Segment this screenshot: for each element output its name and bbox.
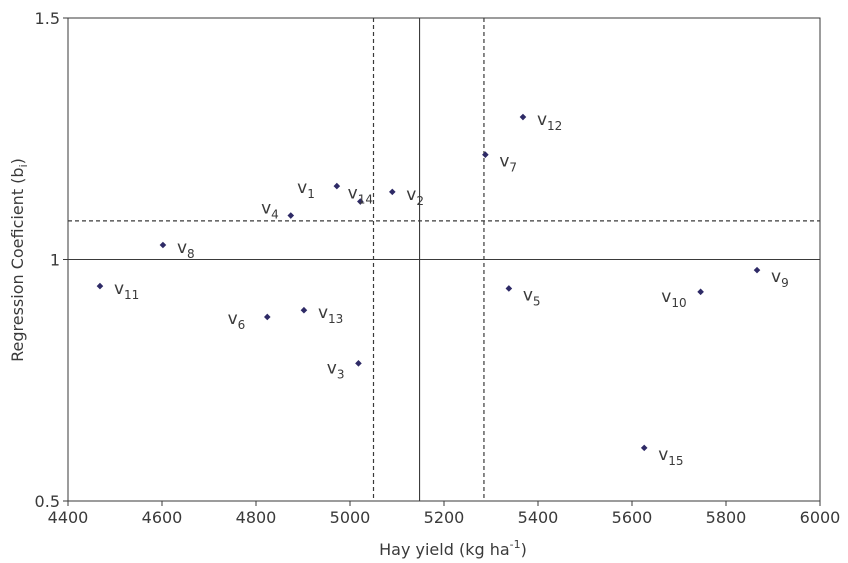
point-label-v9: v9 — [771, 267, 789, 290]
point-label-subscript: 1 — [307, 187, 315, 201]
y-axis-title-close: ) — [8, 158, 27, 164]
point-label-v5: v5 — [523, 285, 541, 308]
point-label-letter: v — [327, 358, 337, 378]
data-point-v4 — [287, 212, 295, 219]
x-tick-label: 5400 — [518, 508, 559, 527]
point-label-subscript: 13 — [328, 312, 343, 326]
x-tick-label: 5200 — [424, 508, 465, 527]
point-label-v2: v2 — [406, 185, 424, 208]
point-label-v15: v15 — [658, 445, 683, 468]
point-label-subscript: 4 — [271, 208, 279, 222]
point-label-subscript: 14 — [358, 193, 373, 207]
y-axis-title-main: Regression Coeficient (b — [8, 167, 27, 361]
data-point-v7 — [482, 151, 489, 158]
point-label-subscript: 7 — [509, 161, 517, 175]
point-label-letter: v — [348, 184, 358, 204]
x-tick-label: 5000 — [330, 508, 371, 527]
data-point-v5 — [505, 285, 513, 292]
point-label-letter: v — [499, 152, 509, 172]
y-tick-label: 1 — [50, 251, 60, 270]
point-label-subscript: 10 — [671, 296, 686, 310]
point-label-subscript: 9 — [781, 276, 789, 290]
data-point-v10 — [697, 288, 704, 296]
data-point-v2 — [389, 188, 396, 196]
x-tick-label: 5600 — [612, 508, 653, 527]
data-point-v6 — [263, 313, 271, 321]
point-label-letter: v — [261, 199, 271, 219]
point-label-subscript: 11 — [124, 288, 139, 302]
data-point-v13 — [300, 306, 308, 314]
data-point-v8 — [159, 241, 167, 249]
x-tick-label: 4600 — [142, 508, 183, 527]
point-label-v8: v8 — [177, 238, 195, 261]
data-point-v9 — [753, 266, 761, 274]
data-point-v11 — [96, 282, 104, 290]
point-label-v13: v13 — [318, 303, 343, 326]
point-label-subscript: 5 — [533, 294, 541, 308]
point-label-subscript: 3 — [337, 367, 345, 381]
data-point-v15 — [640, 444, 648, 452]
x-axis-title-sup: -1 — [510, 538, 521, 551]
point-label-v3: v3 — [327, 358, 345, 381]
point-label-letter: v — [658, 445, 668, 465]
point-label-v12: v12 — [537, 110, 562, 133]
data-points — [96, 113, 761, 452]
point-label-subscript: 2 — [416, 194, 424, 208]
x-tick-label: 5800 — [706, 508, 747, 527]
point-label-subscript: 15 — [668, 454, 683, 468]
point-label-letter: v — [177, 238, 187, 258]
x-tick-label: 6000 — [800, 508, 841, 527]
point-label-letter: v — [228, 309, 238, 329]
point-label-subscript: 8 — [187, 247, 195, 261]
point-label-letter: v — [114, 279, 124, 299]
point-label-v14: v14 — [348, 184, 373, 207]
point-label-letter: v — [318, 303, 328, 323]
point-label-v7: v7 — [499, 152, 517, 175]
data-point-v12 — [519, 113, 527, 121]
x-tick-label: 4800 — [236, 508, 277, 527]
point-label-v6: v6 — [228, 309, 246, 332]
y-tick-label: 1.5 — [35, 9, 60, 28]
point-label-letter: v — [523, 285, 533, 305]
data-point-v14 — [357, 198, 364, 205]
point-label-letter: v — [297, 178, 307, 198]
point-label-letter: v — [406, 185, 416, 205]
y-axis-title-sub: i — [17, 164, 30, 167]
point-label-v11: v11 — [114, 279, 139, 302]
point-label-v10: v10 — [661, 287, 686, 310]
data-point-v3 — [355, 360, 362, 367]
point-label-letter: v — [661, 287, 671, 307]
point-label-subscript: 12 — [547, 119, 562, 133]
x-tick-label: 4400 — [48, 508, 89, 527]
point-label-subscript: 6 — [238, 318, 246, 332]
x-axis-title-main: Hay yield (kg ha — [379, 540, 510, 559]
x-axis-title: Hay yield (kg ha-1) — [379, 538, 527, 559]
reference-lines — [68, 18, 820, 501]
data-point-v1 — [333, 182, 341, 190]
point-label-v4: v4 — [261, 199, 279, 222]
x-axis-title-close: ) — [521, 540, 527, 559]
y-axis-title: Regression Coeficient (bi) — [8, 158, 30, 362]
point-label-letter: v — [771, 267, 781, 287]
axis-ticks: 4400 4600 4800 5000 5200 5400 5600 5800 6000 0.5 1… — [35, 9, 841, 527]
y-tick-label: 0.5 — [35, 492, 60, 511]
point-label-letter: v — [537, 110, 547, 130]
point-label-v1: v1 — [297, 178, 315, 201]
